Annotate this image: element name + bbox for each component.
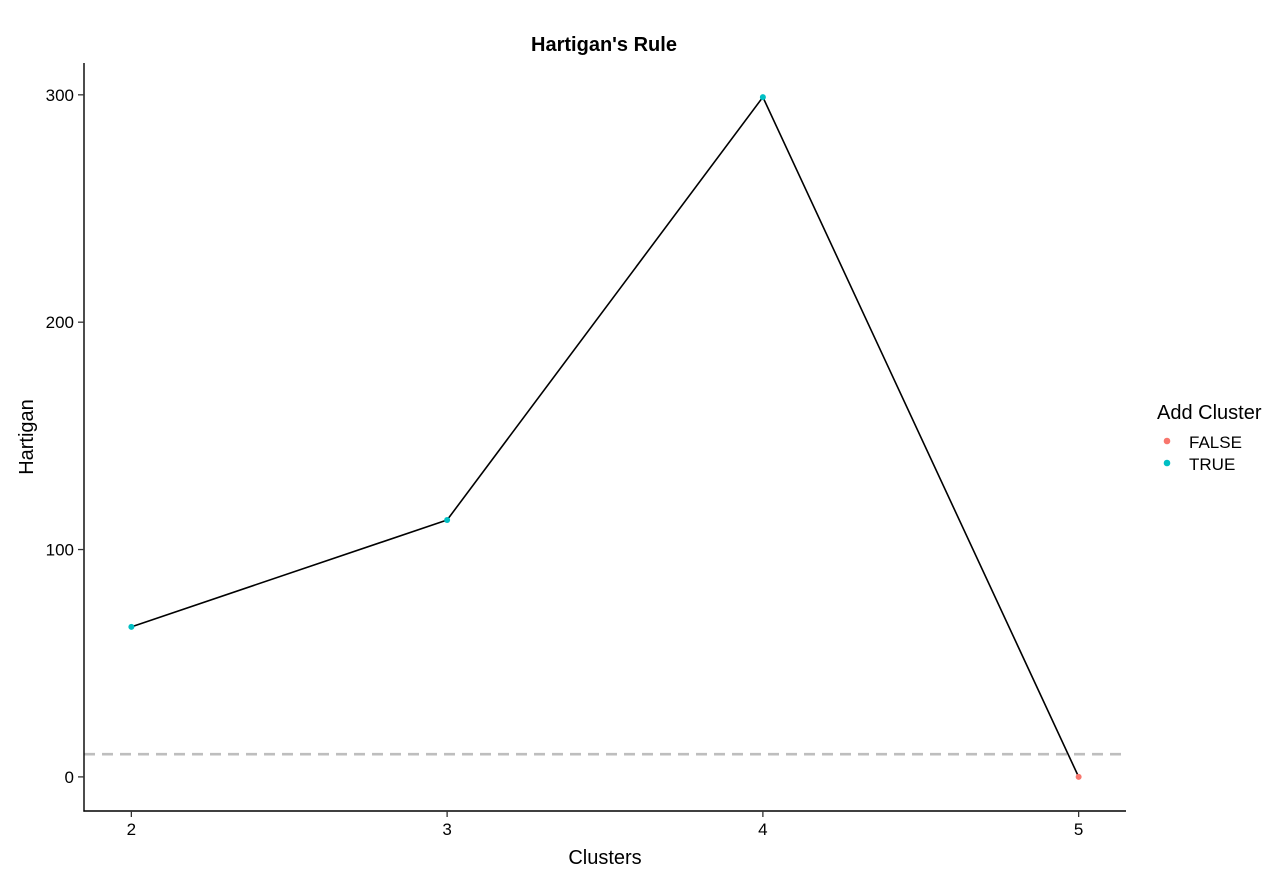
data-point-3 — [444, 516, 451, 523]
legend-entries: FALSE TRUE — [1163, 433, 1242, 474]
legend-title: Add Cluster — [1157, 402, 1262, 424]
axes-layer — [83, 63, 1126, 812]
series-layer — [131, 96, 1080, 778]
series-line-0 — [131, 96, 1080, 778]
points-layer — [128, 94, 1082, 780]
x-tick-label-2: 2 — [127, 820, 136, 839]
x-tick-label-3: 3 — [442, 820, 451, 839]
data-point-5 — [1075, 773, 1082, 780]
legend-key-true — [1163, 459, 1171, 467]
y-axis-title: Hartigan — [16, 399, 38, 475]
y-tick-label-100: 100 — [46, 541, 74, 560]
legend-key-false — [1163, 437, 1171, 445]
legend-label-false: FALSE — [1189, 433, 1242, 452]
legend-label-true: TRUE — [1189, 455, 1235, 474]
x-tick-label-5: 5 — [1074, 820, 1083, 839]
data-point-4 — [759, 94, 766, 101]
y-tick-label-0: 0 — [65, 768, 74, 787]
data-point-2 — [128, 623, 135, 630]
ticks-layer: 2 3 4 5 0 100 200 300 — [46, 86, 1084, 839]
x-tick-label-4: 4 — [758, 820, 767, 839]
y-tick-label-200: 200 — [46, 313, 74, 332]
x-axis-title: Clusters — [568, 847, 641, 869]
y-tick-label-300: 300 — [46, 86, 74, 105]
legend: Add Cluster FALSE TRUE — [1157, 402, 1262, 474]
chart-title: Hartigan's Rule — [531, 34, 677, 56]
